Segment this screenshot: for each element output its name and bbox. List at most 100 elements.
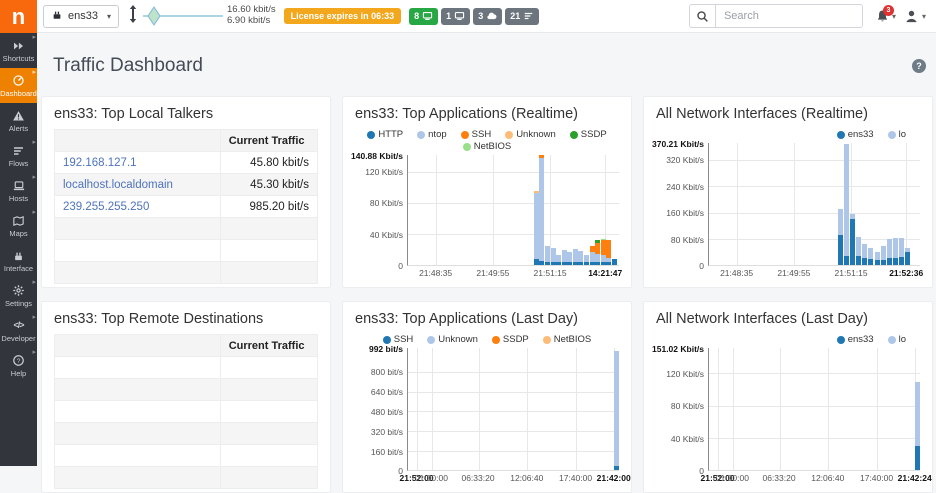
counter-badge-flows-count[interactable]: 21 bbox=[505, 7, 540, 25]
x-axis-tick-label: 21:49:55 bbox=[476, 268, 510, 279]
legend-item: NetBIOS bbox=[462, 141, 511, 152]
sidebar-item-maps[interactable]: ▸ Maps bbox=[0, 208, 37, 243]
ntop-logo[interactable]: n bbox=[0, 0, 37, 33]
bar-segment[interactable] bbox=[544, 245, 550, 262]
bar-segment[interactable] bbox=[880, 245, 886, 260]
bar-segment[interactable] bbox=[561, 249, 567, 263]
bar-segment[interactable] bbox=[886, 257, 892, 266]
user-menu[interactable]: ▾ bbox=[904, 9, 926, 24]
bar-segment[interactable] bbox=[850, 213, 856, 219]
sidebar-item-help[interactable]: ▸? Help bbox=[0, 348, 37, 383]
bar-segment[interactable] bbox=[613, 465, 619, 471]
bar-segment[interactable] bbox=[880, 259, 886, 266]
host-cell bbox=[54, 466, 221, 490]
bar-segment[interactable] bbox=[589, 262, 595, 266]
search-input[interactable] bbox=[714, 4, 863, 28]
bar-segment[interactable] bbox=[533, 192, 539, 260]
bar-segment[interactable] bbox=[611, 259, 617, 266]
host-link[interactable]: 192.168.127.1 bbox=[63, 156, 137, 169]
bar-segment[interactable] bbox=[556, 255, 562, 263]
bar-segment[interactable] bbox=[613, 351, 619, 466]
license-badge[interactable]: License expires in 06:33 bbox=[283, 8, 402, 24]
host-cell bbox=[54, 422, 221, 446]
counter-badge-remote-hosts[interactable]: 3 bbox=[473, 7, 503, 25]
sidebar-item-shortcuts[interactable]: ▸ Shortcuts bbox=[0, 33, 37, 68]
interface-selector[interactable]: ens33 ▾ bbox=[43, 4, 119, 28]
bar-segment[interactable] bbox=[600, 238, 606, 241]
sidebar-item-interface[interactable]: Interface bbox=[0, 243, 37, 278]
host-link[interactable]: localhost.localdomain bbox=[63, 178, 173, 191]
bar-segment[interactable] bbox=[606, 257, 612, 262]
bar-segment[interactable] bbox=[868, 258, 874, 266]
bar-segment[interactable] bbox=[567, 252, 573, 263]
bar-segment[interactable] bbox=[539, 155, 545, 159]
chevron-down-icon: ▾ bbox=[891, 11, 896, 21]
search-icon[interactable] bbox=[688, 4, 715, 28]
bar-segment[interactable] bbox=[899, 238, 904, 257]
bar-segment[interactable] bbox=[550, 261, 556, 266]
bar-segment[interactable] bbox=[595, 253, 601, 263]
bar-segment[interactable] bbox=[892, 258, 898, 266]
bar-segment[interactable] bbox=[874, 260, 880, 266]
bar-segment[interactable] bbox=[595, 240, 601, 243]
bar-segment[interactable] bbox=[539, 158, 545, 261]
bar-segment[interactable] bbox=[584, 262, 590, 266]
counter-badge-devices[interactable]: 8 bbox=[409, 7, 439, 25]
bar-segment[interactable] bbox=[595, 262, 601, 266]
gridline bbox=[417, 348, 419, 471]
bar-segment[interactable] bbox=[544, 261, 550, 266]
bar-segment[interactable] bbox=[600, 240, 606, 256]
bar-segment[interactable] bbox=[533, 190, 539, 193]
bar-segment[interactable] bbox=[589, 245, 595, 253]
bar-segment[interactable] bbox=[856, 256, 862, 266]
bar-segment[interactable] bbox=[886, 239, 892, 258]
legend-dot bbox=[569, 130, 578, 139]
sidebar-item-alerts[interactable]: Alerts bbox=[0, 103, 37, 138]
bar-segment[interactable] bbox=[914, 381, 920, 447]
bar-segment[interactable] bbox=[874, 252, 880, 261]
bar-segment[interactable] bbox=[567, 262, 573, 266]
bar-segment[interactable] bbox=[606, 261, 612, 266]
bar-segment[interactable] bbox=[572, 262, 578, 266]
bar-segment[interactable] bbox=[862, 243, 868, 258]
bar-segment[interactable] bbox=[589, 252, 595, 263]
bar-segment[interactable] bbox=[600, 262, 606, 266]
bar-segment[interactable] bbox=[600, 255, 606, 263]
bar-segment[interactable] bbox=[539, 260, 545, 266]
bar-segment[interactable] bbox=[837, 208, 843, 236]
bar-segment[interactable] bbox=[561, 262, 567, 266]
gridline bbox=[408, 391, 619, 393]
bar-segment[interactable] bbox=[905, 247, 911, 252]
bar-segment[interactable] bbox=[850, 218, 856, 266]
help-icon[interactable]: ? bbox=[912, 58, 926, 73]
sidebar-item-settings[interactable]: ▸ Settings bbox=[0, 278, 37, 313]
bar-segment[interactable] bbox=[578, 262, 584, 266]
bar-segment[interactable] bbox=[843, 256, 849, 266]
bar-segment[interactable] bbox=[572, 249, 578, 263]
bar-segment[interactable] bbox=[914, 446, 920, 471]
bar-segment[interactable] bbox=[843, 143, 849, 257]
bar-segment[interactable] bbox=[899, 256, 904, 266]
gridline bbox=[709, 373, 920, 375]
bar-segment[interactable] bbox=[837, 235, 843, 266]
notifications-menu[interactable]: 3 ▾ bbox=[875, 4, 896, 24]
counter-badge-local-hosts[interactable]: 1 bbox=[441, 7, 471, 25]
bar-segment[interactable] bbox=[578, 250, 584, 263]
sidebar-item-hosts[interactable]: ▸ Hosts bbox=[0, 173, 37, 208]
bar-segment[interactable] bbox=[550, 248, 556, 262]
bar-segment[interactable] bbox=[862, 257, 868, 266]
bar-segment[interactable] bbox=[856, 237, 862, 257]
bar-segment[interactable] bbox=[606, 239, 612, 258]
sidebar-item-developer[interactable]: ▸ </> Developer bbox=[0, 313, 37, 348]
bar-segment[interactable] bbox=[868, 248, 874, 259]
sidebar-item-dashboard[interactable]: ▸ Dashboard bbox=[0, 68, 37, 103]
bar-segment[interactable] bbox=[556, 262, 562, 266]
bar-segment[interactable] bbox=[892, 238, 898, 259]
host-link[interactable]: 239.255.255.250 bbox=[63, 200, 150, 213]
bar-segment[interactable] bbox=[533, 259, 539, 266]
sidebar-item-flows[interactable]: ▸ Flows bbox=[0, 138, 37, 173]
bar-segment[interactable] bbox=[584, 255, 590, 263]
bar-segment[interactable] bbox=[905, 251, 911, 266]
legend-label: SSDP bbox=[502, 334, 529, 346]
bar-segment[interactable] bbox=[595, 242, 601, 254]
